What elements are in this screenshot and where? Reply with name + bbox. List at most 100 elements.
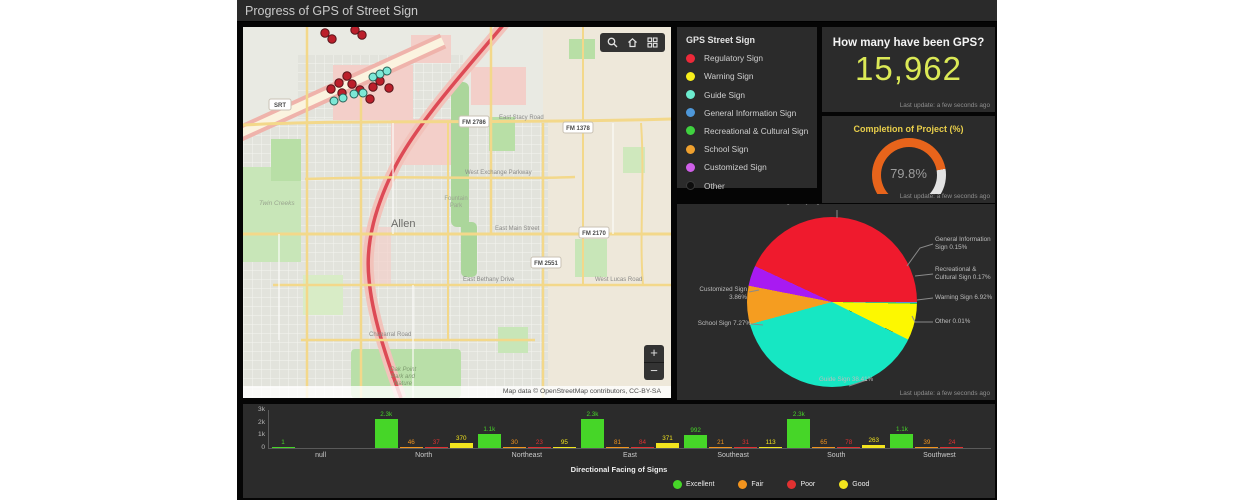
bar-value-label: 2.3k [792,410,805,418]
zoom-out-button[interactable]: − [650,363,658,378]
zoom-in-button[interactable]: + [650,345,658,360]
legend-swatch-icon [686,144,695,154]
bar-value-label: 113 [765,438,776,446]
shield-srt: SRT [274,103,286,109]
pie-chart [747,217,917,387]
bar-value-label: 370 [455,435,467,443]
legend-item-label: General Information Sign [704,107,797,118]
bar-value-label: 24 [948,439,956,446]
bar-group: 2.3k 81 84 371 [578,410,681,448]
bar [684,435,708,448]
gauge: 79.8% [871,138,946,194]
bar-legend-swatch-icon [738,480,748,489]
pie-panel: Regulatory Sign 43% General Information S… [677,204,995,400]
legend-item: Regulatory Sign [686,53,808,63]
bar-value-label: 992 [690,427,701,435]
bar [605,446,629,448]
bar [734,447,758,448]
bar-legend-item: Fair [738,480,763,489]
bar-value-label: 1 [281,439,285,446]
legend-item-label: Warning Sign [704,71,754,82]
search-icon[interactable] [607,37,618,48]
bar-chart-panel: 3k 2k 1k 0 1 2.3k 46 37 370 1.1k 30 23 95 2.3k 81 84 37… [243,404,995,498]
bar-group: 992 21 31 113 [682,410,785,448]
home-icon[interactable] [627,37,638,48]
legend-panel: GPS Street Sign Regulatory Sign Warning S… [677,27,817,191]
bar-category-labels: null North Northeast East Southeast South Sout… [269,452,991,459]
basemap-icon[interactable] [647,37,658,48]
bar [940,447,964,448]
bar-legend-label: Poor [800,481,816,488]
bar [580,418,604,448]
place-label-oakpoint-2: Park and [391,374,416,380]
pie-slice-label: Warning Sign 6.92% [935,294,993,301]
shield-fm1378: FM 1378 [566,126,590,132]
map-panel[interactable]: SRT FM 2786 FM 1378 FM 2170 FM 2551 East… [243,27,671,398]
bar [890,434,914,448]
map-toolbar [600,33,665,52]
bar-value-label: 81 [613,438,621,446]
bar-legend: Excellent Fair Poor Good [243,480,995,489]
legend-item-label: Guide Sign [704,89,746,100]
pie-slice-label: Regulatory Sign 43% [777,204,839,206]
legend-swatch-icon [686,53,695,63]
bar-value-label: 95 [560,438,568,446]
dashboard: Progress of GPS of Street Sign [237,0,997,500]
place-label-oakpoint-3: Nature [394,381,413,387]
bar-category-label: Southwest [923,452,956,459]
road-label-stacy: East Stacy Road [499,115,544,121]
bar-group: 2.3k 46 37 370 [372,410,475,448]
gauge-title: Completion of Project (%) [853,124,964,134]
shield-fm2551: FM 2551 [534,261,558,267]
bar-y-tick: 3k [258,406,265,413]
bar [709,447,733,448]
legend-item: Warning Sign [686,71,808,81]
bar [424,447,448,448]
road-label-chaparral: Chaparral Road [369,332,411,338]
bar-legend-item: Poor [787,480,815,489]
bar [655,443,679,448]
legend-swatch-icon [686,108,695,118]
bar-value-label: 46 [407,439,415,446]
dashboard-title: Progress of GPS of Street Sign [237,0,997,22]
bar-value-label: 1.1k [895,426,908,434]
legend-item: Guide Sign [686,90,808,100]
bar-legend-item: Excellent [673,480,714,489]
map-canvas[interactable]: SRT FM 2786 FM 1378 FM 2170 FM 2551 East… [243,27,671,398]
legend-swatch-icon [686,71,695,81]
legend-items: Regulatory Sign Warning Sign Guide Sign Gen… [686,53,809,191]
bar-value-label: 371 [662,435,673,443]
bar-legend-swatch-icon [839,480,849,489]
legend-item-label: Customized Sign [704,162,767,173]
bar [915,447,939,448]
legend-item: School Sign [686,144,808,154]
bar-category-label: South [827,452,846,459]
place-label-fountain-1: Fountain [444,196,467,202]
bar-y-tick: 1k [258,431,265,439]
bar [630,446,654,448]
bar-value-label: 84 [638,438,646,446]
bar [837,447,861,448]
bar-y-axis [268,410,269,448]
legend-swatch-icon [686,181,695,190]
bar-legend-swatch-icon [787,480,797,489]
bar-value-label: 21 [717,439,725,446]
bar-axis-title: Directional Facing of Signs [570,465,668,474]
place-label-fountain-2: Park [450,203,463,209]
indicator-title: How many have been GPS? [832,37,985,49]
pie-slice-label: Guide Sign 38.41% [819,376,874,383]
bar-group: 1 [269,410,372,448]
legend-item-label: Recreational & Cultural Sign [704,125,809,136]
bar-value-label: 39 [923,439,931,446]
bar [787,418,811,448]
bar [502,447,526,448]
bar-value-label: 78 [845,439,853,446]
legend-item-label: Regulatory Sign [704,53,764,64]
map-data-points [320,27,394,106]
gauge-panel: Completion of Project (%) 79.8% Last upd… [822,116,995,203]
bar-value-label: 263 [868,436,880,444]
legend-item-label: Other [704,180,725,191]
bar-value-label: 65 [820,439,828,446]
pie-slice-label: Other 0.01% [935,318,971,325]
